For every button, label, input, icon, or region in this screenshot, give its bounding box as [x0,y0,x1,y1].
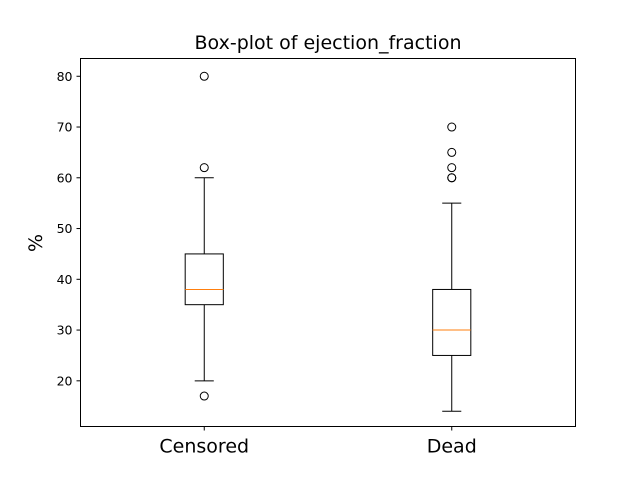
y-tick-label: 30 [57,323,73,338]
outlier-point [199,163,209,173]
outlier-point [447,173,457,183]
outlier-point [447,147,457,157]
plot-frame [80,58,576,427]
box-iqr [184,253,224,306]
y-tick-label: 50 [57,221,73,236]
box-iqr [432,288,472,356]
outlier-point [199,391,209,401]
y-tick-label: 70 [57,120,73,135]
x-tick-label: Censored [159,436,249,458]
y-tick-label: 40 [57,272,73,287]
plot-area: 20 30 40 50 60 70 80 Censored Dead [57,69,477,458]
outlier-point [447,122,457,132]
chart-title: Box-plot of ejection_fraction [195,32,462,54]
y-tick-label: 80 [57,69,73,84]
y-tick-label: 20 [57,373,73,388]
outlier-point [447,163,457,173]
x-tick-label: Dead [427,436,477,458]
y-tick-label: 60 [57,170,73,185]
outlier-point [199,71,209,81]
y-axis-label: % [25,234,47,252]
